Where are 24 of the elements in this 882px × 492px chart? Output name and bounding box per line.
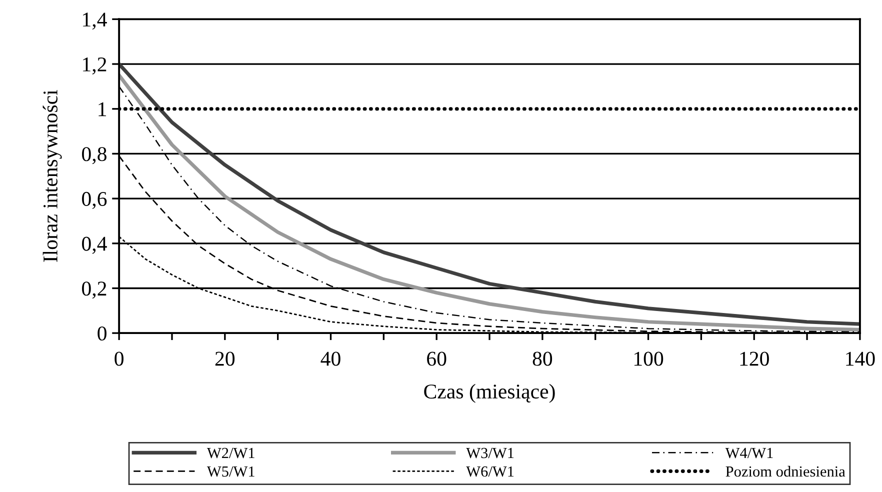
y-tick-label: 1 xyxy=(98,102,106,116)
y-tick-label: 1,4 xyxy=(83,12,107,30)
legend-label: W6/W1 xyxy=(466,466,514,477)
legend-label: W5/W1 xyxy=(206,466,254,477)
x-tick-label: 100 xyxy=(634,352,664,366)
x-tick-label: 20 xyxy=(215,352,235,366)
x-tick-label: 140 xyxy=(846,352,875,366)
x-axis-title: Czas (miesiące) xyxy=(424,384,555,403)
y-axis-title: Iloraz intensywności xyxy=(42,90,62,262)
x-tick-label: 40 xyxy=(320,352,340,366)
y-tick-label: 0 xyxy=(98,326,106,341)
legend-label: W4/W1 xyxy=(725,448,773,458)
x-tick-label: 120 xyxy=(740,352,769,366)
legend-label: W2/W1 xyxy=(206,448,254,458)
x-tick-label: 60 xyxy=(427,352,446,366)
y-tick-label: 0,2 xyxy=(82,282,106,299)
y-tick-label: 1,2 xyxy=(83,57,106,74)
x-tick-label: 80 xyxy=(532,352,552,366)
x-tick-label: 0 xyxy=(114,352,124,366)
legend-label: W3/W1 xyxy=(466,448,514,458)
y-tick-label: 0,8 xyxy=(82,147,106,164)
y-tick-label: 0,4 xyxy=(82,236,107,254)
y-tick-label: 0,6 xyxy=(82,192,107,209)
legend-label: Poziom odniesienia xyxy=(726,466,846,477)
